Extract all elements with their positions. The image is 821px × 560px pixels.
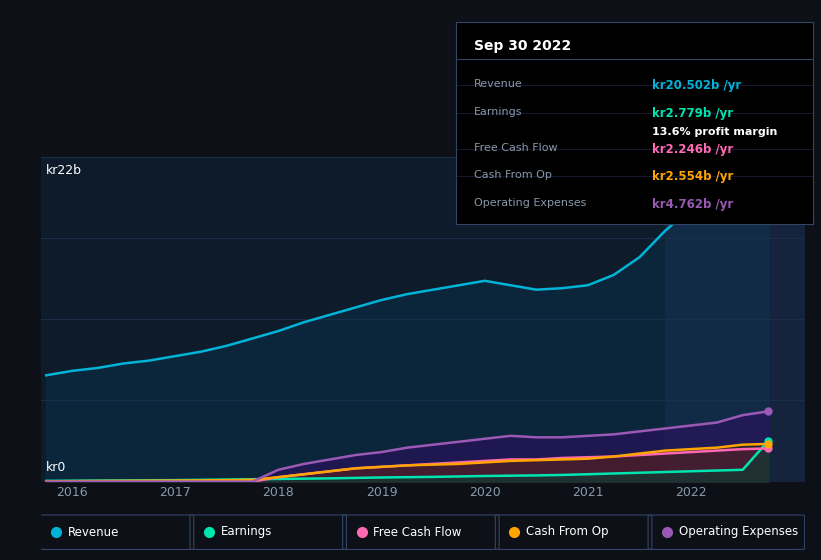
Text: kr0: kr0 [46, 461, 67, 474]
Text: Earnings: Earnings [221, 525, 272, 539]
Text: kr20.502b /yr: kr20.502b /yr [652, 79, 741, 92]
Text: Free Cash Flow: Free Cash Flow [374, 525, 461, 539]
Text: kr22b: kr22b [46, 164, 82, 177]
Text: kr4.762b /yr: kr4.762b /yr [652, 198, 733, 211]
Text: Free Cash Flow: Free Cash Flow [474, 143, 557, 153]
Text: Revenue: Revenue [68, 525, 119, 539]
Text: Earnings: Earnings [474, 107, 522, 117]
Text: Revenue: Revenue [474, 79, 522, 89]
Text: Operating Expenses: Operating Expenses [679, 525, 798, 539]
Text: Cash From Op: Cash From Op [526, 525, 608, 539]
Text: Operating Expenses: Operating Expenses [474, 198, 586, 208]
Text: kr2.554b /yr: kr2.554b /yr [652, 170, 733, 183]
Text: Cash From Op: Cash From Op [474, 170, 552, 180]
Text: kr2.246b /yr: kr2.246b /yr [652, 143, 733, 156]
Text: 13.6% profit margin: 13.6% profit margin [652, 127, 777, 137]
Text: kr2.779b /yr: kr2.779b /yr [652, 107, 733, 120]
Bar [665, 157, 805, 482]
Text: Sep 30 2022: Sep 30 2022 [474, 39, 571, 53]
